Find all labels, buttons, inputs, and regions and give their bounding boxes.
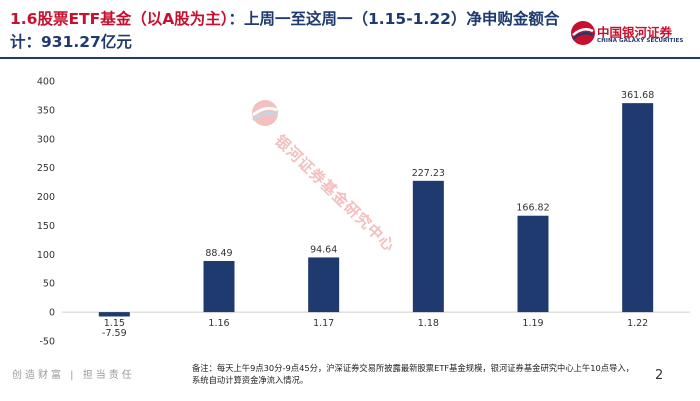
y-tick-label: 300: [37, 134, 55, 145]
x-tick-label: 1.18: [418, 318, 439, 329]
y-tick-label: 100: [37, 250, 55, 261]
data-label: 88.49: [205, 248, 232, 259]
galaxy-logo-icon: [571, 21, 595, 45]
x-tick-label: 1.16: [208, 318, 229, 329]
data-label: 361.68: [621, 90, 654, 101]
watermark-logo-icon: [252, 100, 278, 126]
y-tick-label: 200: [37, 192, 55, 203]
bar: [98, 312, 130, 317]
data-label: -7.59: [102, 328, 127, 339]
data-label: 227.23: [412, 168, 445, 179]
bar: [622, 103, 654, 313]
y-tick-label: 0: [49, 308, 55, 319]
title-highlight: 1.6股票ETF基金（以A股为主）: [10, 10, 229, 28]
bar: [308, 257, 340, 313]
y-tick-label: 150: [37, 221, 55, 232]
y-tick-label: 400: [37, 77, 55, 88]
y-tick-label: 250: [37, 163, 55, 174]
bar: [517, 215, 549, 313]
logo-name-cn: 中国银河证券: [597, 25, 673, 40]
y-tick-label: 50: [43, 279, 55, 290]
y-tick-label: 350: [37, 105, 55, 116]
page-number: 2: [655, 368, 664, 383]
page-title: 1.6股票ETF基金（以A股为主）：上周一至这周一（1.15-1.22）净申购金…: [10, 8, 570, 54]
x-tick-label: 1.22: [627, 318, 648, 329]
title-rest: ：上周一至这周一（1.15-1.22）净申购金额合计：931.27亿元: [10, 10, 560, 51]
footer-note: 备注：每天上午9点30分-9点45分，沪深证券交易所披露最新股票ETF基金规模，…: [192, 363, 634, 385]
header-divider: [0, 57, 700, 59]
x-tick-label: 1.15: [104, 318, 125, 329]
logo-name-en: CHINA GALAXY SECURITIES: [597, 38, 684, 44]
x-tick-label: 1.19: [522, 318, 543, 329]
y-tick-label: -50: [39, 337, 55, 348]
bar: [203, 260, 235, 313]
data-label: 94.64: [310, 244, 337, 255]
bar: [412, 180, 444, 313]
data-label: 166.82: [516, 203, 549, 214]
x-tick-label: 1.17: [313, 318, 334, 329]
footer-slogan: 创造财富 | 担当责任: [12, 370, 135, 381]
company-logo: 中国银河证券 CHINA GALAXY SECURITIES: [570, 20, 695, 50]
